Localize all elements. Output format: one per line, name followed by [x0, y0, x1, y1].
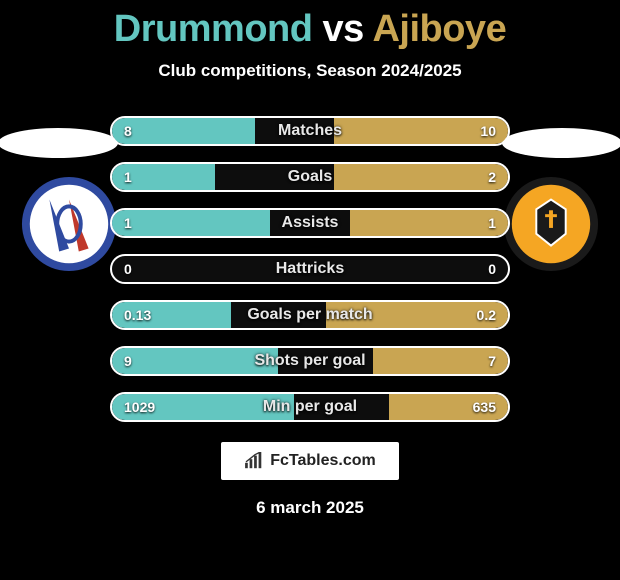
watermark[interactable]: FcTables.com — [221, 442, 399, 480]
comparison-title: Drummond vs Ajiboye — [0, 0, 620, 51]
club-crest-left — [20, 175, 118, 273]
stat-row: 810Matches — [110, 116, 510, 146]
stat-fill-left — [112, 210, 270, 236]
watermark-text: FcTables.com — [270, 452, 376, 470]
stat-value-right: 0 — [488, 256, 496, 282]
stat-row: 12Goals — [110, 162, 510, 192]
stat-label: Hattricks — [112, 256, 508, 282]
ellipse-left — [0, 128, 118, 158]
stat-fill-left — [112, 118, 255, 144]
stat-row: 1029635Min per goal — [110, 392, 510, 422]
subtitle: Club competitions, Season 2024/2025 — [0, 61, 620, 81]
watermark-bars-icon — [244, 452, 266, 470]
player1-name: Drummond — [114, 8, 313, 50]
stat-row: 0.130.2Goals per match — [110, 300, 510, 330]
stat-value-left: 0 — [124, 256, 132, 282]
stat-row: 97Shots per goal — [110, 346, 510, 376]
player2-name: Ajiboye — [372, 8, 506, 50]
stat-fill-right — [334, 118, 508, 144]
crest-right-cross-v — [549, 210, 553, 228]
stat-fill-left — [112, 394, 294, 420]
vs-text: vs — [323, 8, 364, 50]
club-crest-right — [502, 175, 600, 273]
stat-fill-right — [350, 210, 508, 236]
crest-left-inner — [30, 185, 108, 263]
stat-fill-left — [112, 348, 278, 374]
stat-fill-right — [326, 302, 508, 328]
date-text: 6 march 2025 — [0, 498, 620, 518]
stat-row: 11Assists — [110, 208, 510, 238]
stat-fill-right — [373, 348, 508, 374]
stat-row: 0 0Hattricks — [110, 254, 510, 284]
ellipse-right — [502, 128, 620, 158]
stat-fill-left — [112, 302, 231, 328]
stat-fill-left — [112, 164, 215, 190]
stats-container: 810Matches 12Goals 11Assists 0 0Hattricks 0.1… — [110, 116, 510, 422]
stat-fill-right — [389, 394, 508, 420]
stat-fill-right — [334, 164, 508, 190]
